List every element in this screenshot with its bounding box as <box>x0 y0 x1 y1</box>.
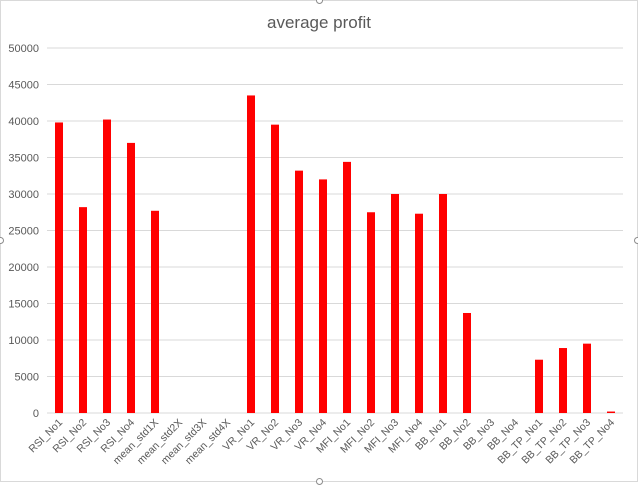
y-tick-label: 30000 <box>8 189 39 201</box>
bar-RSI_No2 <box>79 207 87 413</box>
chart-title: average profit <box>267 13 371 32</box>
bar-BB_TP_No4 <box>607 411 615 413</box>
bar-MFI_No1 <box>343 161 351 413</box>
y-tick-label: 45000 <box>8 80 39 92</box>
bar-BB_No1 <box>439 194 447 413</box>
bar-BB_TP_No3 <box>583 343 591 413</box>
bar-VR_No3 <box>295 170 303 413</box>
y-tick-label: 50000 <box>8 43 39 55</box>
bar-RSI_No1 <box>55 122 63 414</box>
bar-VR_No4 <box>319 179 327 413</box>
bar-MFI_No2 <box>367 212 375 413</box>
y-tick-label: 0 <box>33 408 39 420</box>
y-tick-label: 35000 <box>8 153 39 165</box>
gridlines <box>47 47 623 414</box>
bar-BB_No2 <box>463 312 471 413</box>
bar-BB_TP_No1 <box>535 359 543 413</box>
resize-handle-left[interactable] <box>0 237 4 244</box>
x-axis-ticks: RSI_No1RSI_No2RSI_No3RSI_No4mean_std1Xme… <box>27 417 618 467</box>
bar-mean_std1X <box>151 210 159 413</box>
y-tick-label: 40000 <box>8 116 39 128</box>
y-axis-ticks: 0 5000 10000 15000 20000 25000 30000 35000 40000… <box>8 43 39 420</box>
resize-handle-right[interactable] <box>634 237 638 244</box>
y-tick-label: 5000 <box>15 372 39 384</box>
y-tick-label: 10000 <box>8 335 39 347</box>
y-tick-label: 25000 <box>8 226 39 238</box>
y-tick-label: 15000 <box>8 299 39 311</box>
resize-handle-top[interactable] <box>316 0 323 4</box>
y-tick-label: 20000 <box>8 262 39 274</box>
bar-BB_TP_No2 <box>559 348 567 413</box>
bar-VR_No1 <box>247 95 255 413</box>
bar-MFI_No4 <box>415 213 423 413</box>
bars <box>55 95 615 414</box>
bar-MFI_No3 <box>391 194 399 413</box>
bar-VR_No2 <box>271 124 279 414</box>
bar-RSI_No4 <box>127 142 135 413</box>
bar-RSI_No3 <box>103 119 111 413</box>
